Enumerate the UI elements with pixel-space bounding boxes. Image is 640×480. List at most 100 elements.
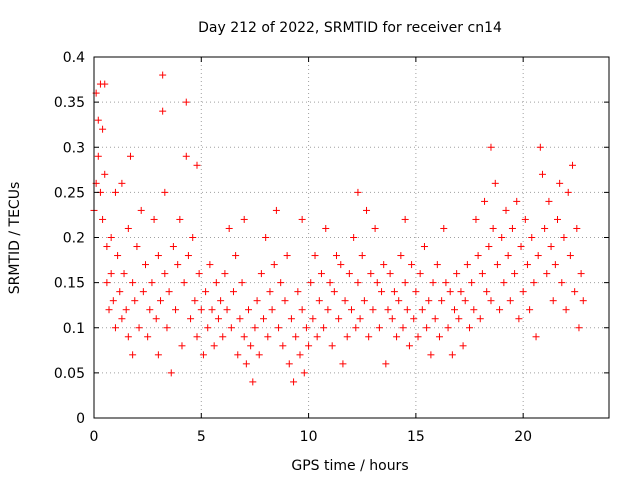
data-point (500, 279, 508, 287)
data-point (197, 306, 205, 314)
data-point (508, 224, 516, 232)
data-point (163, 324, 171, 332)
data-point (103, 243, 111, 251)
data-point (476, 315, 484, 323)
data-point (461, 297, 469, 305)
data-point (352, 324, 360, 332)
data-point (120, 270, 128, 278)
data-point (174, 261, 182, 269)
data-point (397, 252, 405, 260)
data-point (538, 170, 546, 178)
data-point (172, 306, 180, 314)
data-point (549, 297, 557, 305)
data-point (275, 324, 283, 332)
data-point (455, 315, 463, 323)
data-point (431, 315, 439, 323)
data-point (556, 179, 564, 187)
data-point (152, 315, 160, 323)
data-point (496, 306, 504, 314)
data-point (378, 288, 386, 296)
data-point (384, 306, 392, 314)
data-point (154, 252, 162, 260)
data-point (262, 234, 270, 241)
data-point (251, 324, 259, 332)
data-point (573, 224, 581, 232)
data-point (577, 270, 585, 278)
data-point (343, 333, 351, 341)
data-point (433, 261, 441, 269)
data-point (481, 197, 489, 205)
data-point (541, 224, 549, 232)
data-point (169, 243, 177, 251)
data-point (238, 279, 246, 287)
data-point (547, 243, 555, 251)
data-point (99, 215, 107, 223)
data-point (167, 369, 175, 377)
data-point (429, 279, 437, 287)
data-point (157, 297, 165, 305)
data-point (129, 351, 137, 359)
data-point (375, 324, 383, 332)
data-point (491, 179, 499, 187)
data-point (502, 206, 510, 214)
data-point (150, 215, 158, 223)
data-point (176, 215, 184, 223)
y-axis-label: SRMTID / TECUs (7, 182, 23, 295)
data-point (232, 252, 240, 260)
data-point (159, 71, 167, 79)
data-point (107, 234, 115, 241)
data-point (440, 224, 448, 232)
data-point (133, 243, 141, 251)
data-point (126, 152, 134, 160)
data-point (498, 234, 506, 241)
data-point (551, 261, 559, 269)
y-tick-label: 0.35 (54, 95, 85, 111)
data-point (427, 351, 435, 359)
data-point (322, 224, 330, 232)
data-point (122, 306, 130, 314)
data-point (328, 342, 336, 350)
data-point (290, 378, 298, 386)
data-point (202, 288, 210, 296)
data-point (485, 243, 493, 251)
data-point (131, 297, 139, 305)
data-point (111, 324, 119, 332)
data-point (369, 306, 377, 314)
data-point (109, 297, 117, 305)
data-point (399, 324, 407, 332)
chart-title: Day 212 of 2022, SRMTID for receiver cn1… (198, 20, 502, 36)
data-point (444, 324, 452, 332)
data-point (566, 252, 574, 260)
data-point (483, 288, 491, 296)
data-point (487, 143, 495, 151)
data-point (348, 306, 355, 314)
data-point (365, 333, 373, 341)
grid (94, 57, 609, 418)
data-point (528, 234, 536, 241)
data-point (363, 206, 371, 214)
data-point (470, 306, 478, 314)
data-point (137, 206, 145, 214)
data-point (139, 288, 147, 296)
data-point (199, 351, 207, 359)
x-tick-label: 5 (197, 429, 206, 445)
data-point (453, 270, 461, 278)
data-point (114, 252, 122, 260)
data-point (107, 270, 115, 278)
data-point (266, 288, 274, 296)
x-tick-label: 10 (300, 429, 318, 445)
data-point (195, 270, 203, 278)
data-point (187, 315, 195, 323)
data-point (272, 206, 280, 214)
data-point (579, 297, 587, 305)
data-point (571, 288, 579, 296)
data-point (182, 152, 190, 160)
data-point (208, 306, 216, 314)
data-point (315, 297, 323, 305)
data-point (103, 279, 111, 287)
data-point (101, 80, 109, 88)
data-point (245, 306, 252, 314)
data-point (341, 297, 349, 305)
data-point (287, 315, 295, 323)
